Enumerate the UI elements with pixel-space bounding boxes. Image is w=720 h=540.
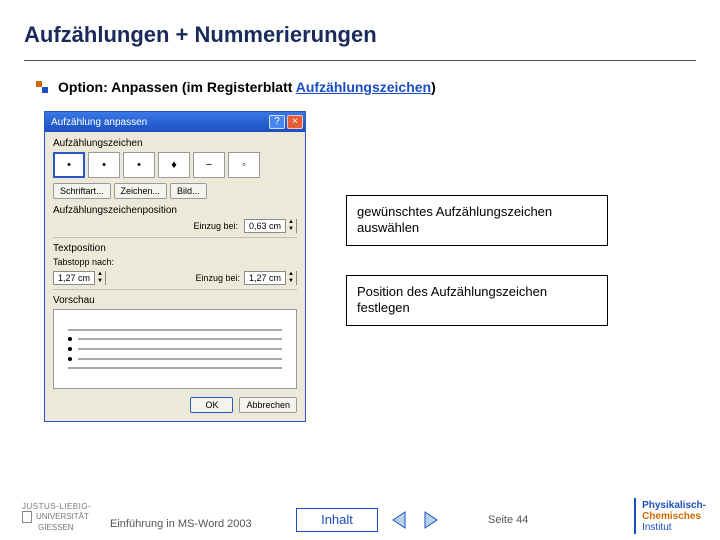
contents-button[interactable]: Inhalt xyxy=(296,508,378,532)
title-divider xyxy=(24,60,696,61)
footer: JUSTUS-LIEBIG- UNIVERSITÄT GIESSEN Einfü… xyxy=(0,488,720,540)
tab-spinner[interactable]: 1,27 cm ▲▼ xyxy=(53,271,106,285)
main-bullet: Option: Anpassen (im Registerblatt Aufzä… xyxy=(0,79,720,95)
bullet-link: Aufzählungszeichen xyxy=(296,79,431,95)
tab-label: Tabstopp nach: xyxy=(53,257,114,267)
bullet-icon xyxy=(36,81,48,93)
textpos-label: Textposition xyxy=(53,243,297,254)
text-indent-label: Einzug bei: xyxy=(195,273,240,283)
page-number: Seite 44 xyxy=(488,514,528,526)
ok-button[interactable]: OK xyxy=(190,397,233,413)
institute-logo: Physikalisch- Chemisches Institut xyxy=(634,498,706,534)
bullet-option-1[interactable]: • xyxy=(88,152,120,178)
dialog-titlebar: Aufzählung anpassen ? × xyxy=(45,112,305,132)
bullet-pos-label: Aufzählungszeichenposition xyxy=(53,205,297,216)
preview-box xyxy=(53,309,297,389)
dialog-button-row: Schriftart... Zeichen... Bild... xyxy=(53,183,297,199)
university-logo: JUSTUS-LIEBIG- UNIVERSITÄT GIESSEN xyxy=(22,502,91,532)
indent-label: Einzug bei: xyxy=(193,221,238,231)
bullet-group-label: Aufzählungszeichen xyxy=(53,138,297,149)
close-button[interactable]: × xyxy=(287,115,303,129)
bullet-options: • • • ♦ − ◦ xyxy=(53,152,297,178)
cancel-button[interactable]: Abbrechen xyxy=(239,397,297,413)
pic-button[interactable]: Bild... xyxy=(170,183,207,199)
crest-icon xyxy=(22,511,32,523)
nav-next-button[interactable] xyxy=(418,508,442,532)
customize-dialog: Aufzählung anpassen ? × Aufzählungszeich… xyxy=(44,111,306,422)
bullet-option-0[interactable]: • xyxy=(53,152,85,178)
callout-position: Position des Aufzählungszeichen festlege… xyxy=(346,275,608,326)
font-button[interactable]: Schriftart... xyxy=(53,183,111,199)
triangle-right-icon xyxy=(420,510,440,530)
dialog-body: Aufzählungszeichen • • • ♦ − ◦ Schriftar… xyxy=(45,132,305,421)
nav-prev-button[interactable] xyxy=(388,508,412,532)
text-indent-spinner[interactable]: 1,27 cm ▲▼ xyxy=(244,271,297,285)
course-name: Einführung in MS-Word 2003 xyxy=(110,518,252,530)
bullet-option-3[interactable]: ♦ xyxy=(158,152,190,178)
bullet-option-2[interactable]: • xyxy=(123,152,155,178)
callout-select: gewünschtes Aufzählungszeichen auswählen xyxy=(346,195,608,246)
triangle-left-icon xyxy=(390,510,410,530)
bullet-option-5[interactable]: ◦ xyxy=(228,152,260,178)
preview-label: Vorschau xyxy=(53,295,297,306)
dialog-title: Aufzählung anpassen xyxy=(51,117,147,128)
indent-spinner[interactable]: 0,63 cm ▲▼ xyxy=(244,219,297,233)
char-button[interactable]: Zeichen... xyxy=(114,183,168,199)
bullet-option-4[interactable]: − xyxy=(193,152,225,178)
help-button[interactable]: ? xyxy=(269,115,285,129)
bullet-text: Option: Anpassen (im Registerblatt Aufzä… xyxy=(58,79,436,95)
slide-title: Aufzählungen + Nummerierungen xyxy=(0,0,720,60)
